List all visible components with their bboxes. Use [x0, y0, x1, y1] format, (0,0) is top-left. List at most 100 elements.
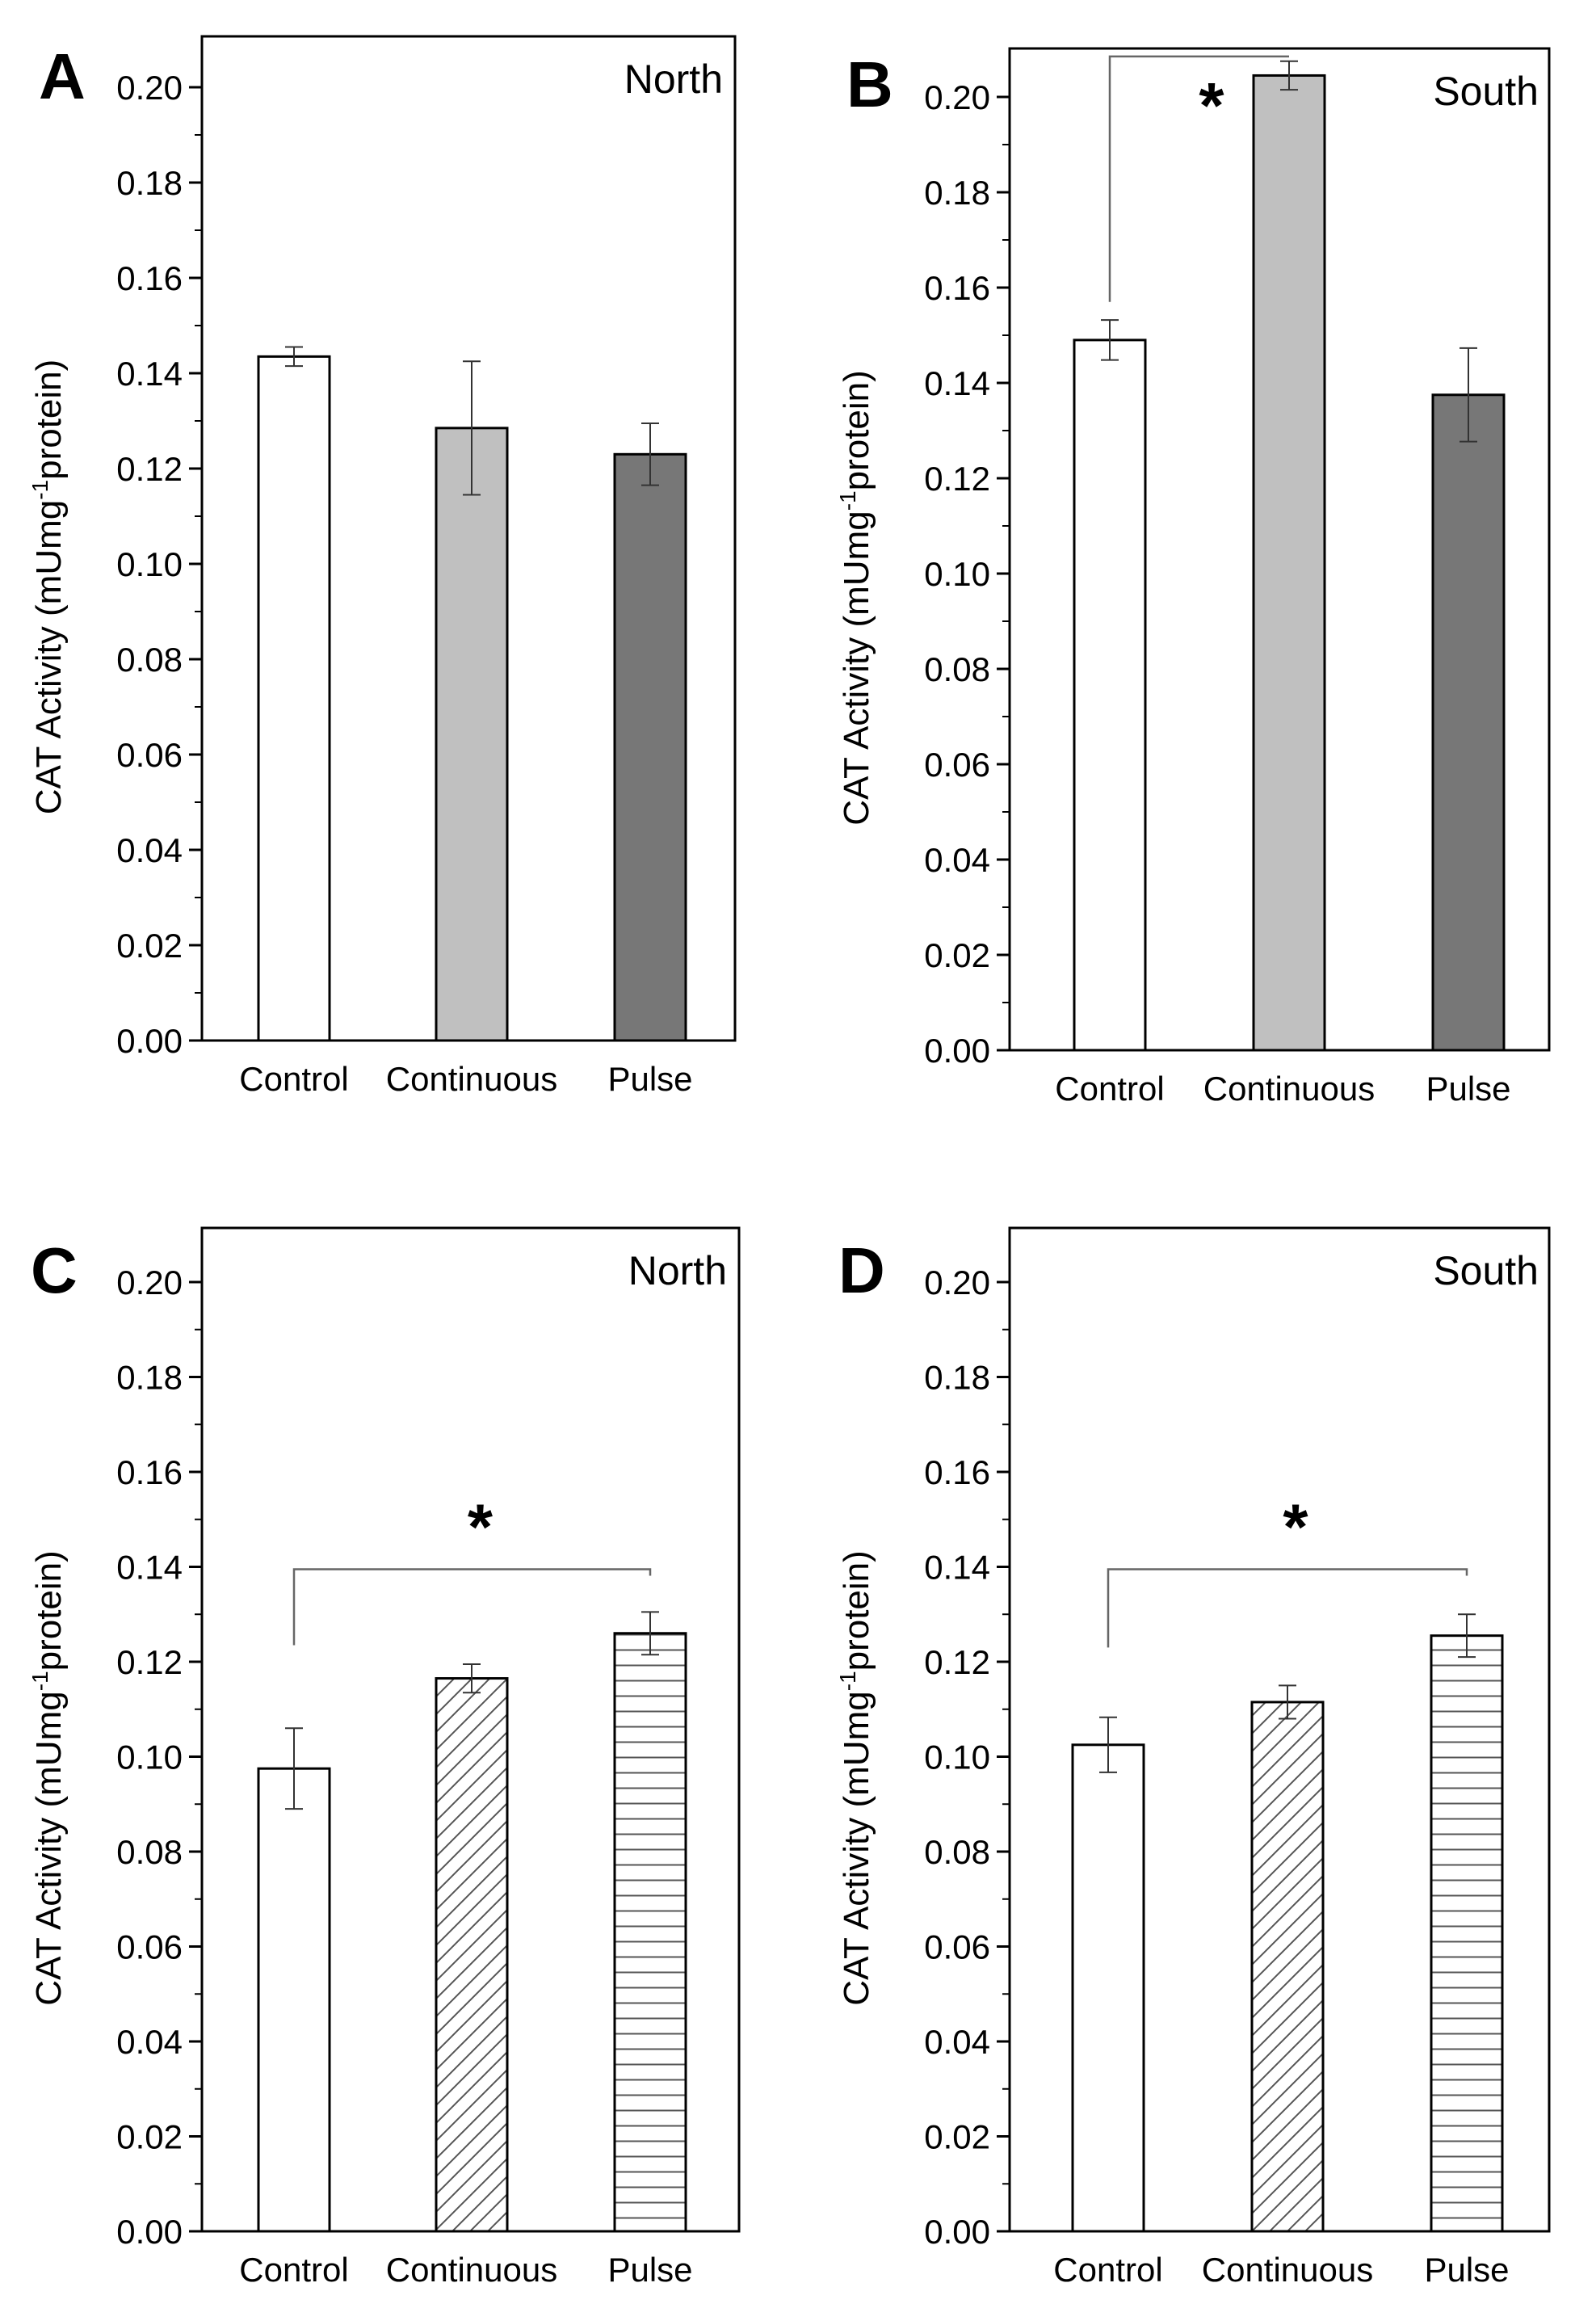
y-tick-label: 0.10 [924, 555, 990, 593]
y-tick-label: 0.16 [116, 1453, 183, 1491]
region-label: South [1433, 1248, 1539, 1293]
y-tick-label: 0.18 [924, 1359, 990, 1397]
bar-continuous [435, 1677, 509, 2233]
y-tick-label: 0.16 [116, 259, 183, 297]
y-axis-label-suffix: protein) [29, 1550, 69, 1671]
y-tick-label: 0.14 [924, 364, 990, 402]
y-axis-label: CAT Activity (mUmg-1protein) [27, 1550, 69, 2006]
y-axis-label-prefix: CAT Activity (mUmg [29, 500, 69, 815]
y-axis-label-suffix: protein) [837, 1550, 876, 1671]
y-tick-label: 0.00 [924, 1032, 990, 1070]
panel-a: 0.00 0.02 0.04 0.06 0.08 0.10 0.12 0.14 0.16 0.18… [27, 35, 737, 1098]
y-tick-label: 0.18 [924, 174, 990, 212]
bar-pulse [1430, 1634, 1504, 2233]
y-axis-label-superscript: -1 [835, 490, 860, 511]
significance-bracket [292, 1568, 652, 1646]
significance-asterisk: * [468, 1490, 494, 1562]
y-tick-label: 0.10 [116, 545, 183, 583]
panel-letter: B [846, 48, 893, 120]
significance-bracket [1107, 1568, 1468, 1648]
y-tick-label: 0.02 [924, 936, 990, 974]
y-axis-label-suffix: protein) [29, 359, 69, 480]
x-tick-label: Control [239, 2251, 348, 2289]
bar-control [1071, 1743, 1145, 2233]
y-axis-label: CAT Activity (mUmg-1protein) [835, 1550, 876, 2006]
x-tick-label: Pulse [1426, 1070, 1510, 1108]
y-tick-label: 0.02 [116, 927, 183, 965]
y-axis-label-prefix: CAT Activity (mUmg [837, 511, 876, 826]
y-tick-label: 0.16 [924, 269, 990, 307]
y-axis-label-superscript: -1 [27, 1671, 52, 1691]
bar-continuous [1252, 74, 1326, 1052]
bar-pulse [613, 1632, 687, 2233]
x-tick-label: Control [1055, 1070, 1164, 1108]
x-tick-label: Pulse [607, 2251, 692, 2289]
y-tick-label: 0.10 [116, 1739, 183, 1776]
x-tick-label: Control [1053, 2251, 1162, 2289]
panel-letter: D [838, 1234, 885, 1306]
x-tick-label: Continuous [1203, 1070, 1375, 1108]
y-tick-label: 0.14 [116, 355, 183, 393]
y-tick-label: 0.14 [924, 1549, 990, 1587]
y-axis-label-suffix: protein) [837, 370, 876, 490]
y-tick-label: 0.04 [924, 2023, 990, 2061]
y-tick-label: 0.12 [924, 460, 990, 498]
y-tick-label: 0.04 [924, 841, 990, 879]
y-axis-label: CAT Activity (mUmg-1protein) [835, 370, 876, 826]
y-tick-label: 0.04 [116, 2023, 183, 2061]
y-tick-label: 0.18 [116, 164, 183, 202]
panel-letter: A [39, 40, 86, 112]
y-tick-label: 0.06 [116, 1928, 183, 1966]
y-tick-label: 0.04 [116, 831, 183, 869]
significance-bracket [1108, 55, 1289, 302]
panel-d: 0.00 0.02 0.04 0.06 0.08 0.10 0.12 0.14 0.16 0.18… [835, 1226, 1551, 2289]
y-tick-label: 0.14 [116, 1549, 183, 1587]
y-tick-label: 0.18 [116, 1359, 183, 1397]
y-tick-label: 0.08 [924, 1833, 990, 1871]
y-tick-label: 0.08 [924, 650, 990, 688]
y-tick-label: 0.00 [924, 2213, 990, 2251]
y-axis-label: CAT Activity (mUmg-1protein) [27, 359, 69, 815]
bar-control [257, 1767, 331, 2233]
y-tick-label: 0.20 [116, 69, 183, 107]
y-tick-label: 0.08 [116, 641, 183, 679]
panel-b: 0.00 0.02 0.04 0.06 0.08 0.10 0.12 0.14 0.16 0.18… [835, 47, 1551, 1108]
y-axis-label-prefix: CAT Activity (mUmg [837, 1691, 876, 2006]
significance-asterisk: * [1283, 1490, 1308, 1562]
bar-control [1073, 338, 1147, 1052]
y-tick-label: 0.06 [924, 746, 990, 784]
bar-continuous [1250, 1701, 1325, 2233]
y-tick-label: 0.20 [924, 78, 990, 116]
panel-c: 0.00 0.02 0.04 0.06 0.08 0.10 0.12 0.14 0.16 0.18… [27, 1226, 741, 2289]
bar-pulse [1431, 393, 1506, 1052]
y-tick-label: 0.00 [116, 2213, 183, 2251]
y-tick-label: 0.08 [116, 1833, 183, 1871]
y-tick-label: 0.06 [116, 736, 183, 774]
x-tick-label: Continuous [1202, 2251, 1373, 2289]
bar-control [257, 355, 331, 1042]
y-tick-label: 0.02 [116, 2118, 183, 2156]
significance-asterisk: * [1199, 69, 1224, 141]
y-tick-label: 0.12 [116, 450, 183, 488]
x-tick-label: Pulse [607, 1060, 692, 1098]
y-tick-label: 0.12 [116, 1643, 183, 1681]
y-tick-label: 0.02 [924, 2118, 990, 2156]
y-tick-label: 0.00 [116, 1022, 183, 1060]
bar-continuous [435, 427, 509, 1042]
y-axis-label-superscript: -1 [835, 1671, 860, 1691]
y-axis-label-prefix: CAT Activity (mUmg [29, 1691, 69, 2006]
x-tick-label: Continuous [386, 1060, 557, 1098]
region-label: South [1433, 69, 1539, 114]
x-tick-label: Continuous [386, 2251, 557, 2289]
y-axis-label-superscript: -1 [27, 480, 52, 500]
y-tick-label: 0.16 [924, 1453, 990, 1491]
y-tick-label: 0.20 [116, 1263, 183, 1301]
x-tick-label: Control [239, 1060, 348, 1098]
x-tick-label: Pulse [1424, 2251, 1509, 2289]
y-tick-label: 0.10 [924, 1739, 990, 1776]
y-tick-label: 0.12 [924, 1643, 990, 1681]
region-label: North [624, 57, 723, 102]
y-tick-label: 0.06 [924, 1928, 990, 1966]
bar-pulse [613, 452, 687, 1042]
